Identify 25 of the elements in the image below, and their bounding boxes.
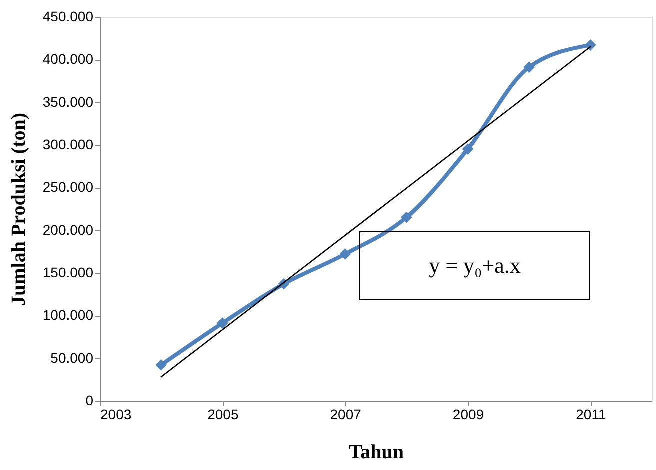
point: [584, 39, 596, 51]
y-tick-label: 450.000: [42, 8, 94, 24]
x-tick-label: 2011: [576, 406, 606, 422]
y-tick-label: 150.000: [42, 264, 94, 280]
point: [216, 318, 228, 330]
y-tick-label: 100.000: [42, 307, 94, 324]
point: [462, 144, 474, 155]
x-tick-label: 2007: [330, 406, 362, 422]
point: [156, 359, 168, 371]
point: [524, 62, 536, 74]
x-tick-label: 2005: [208, 406, 239, 422]
x-tick-label: 2009: [452, 406, 484, 422]
y-tick-label: 200.000: [42, 222, 94, 238]
y-tick-label: 300.000: [42, 136, 94, 152]
point: [340, 248, 352, 260]
y-tick-label: 50.000: [50, 350, 94, 366]
y-tick-label: 250.000: [42, 179, 94, 196]
y-tick-label: 0: [86, 392, 94, 408]
x-tick-label: 2003: [100, 406, 132, 422]
point: [400, 212, 412, 224]
y-tick-label: 350.000: [42, 94, 94, 110]
annotation: y = y₀+a.x: [429, 253, 521, 278]
y-tick-label: 400.000: [42, 51, 94, 68]
y-axis-title: Jumlah Produksi (ton): [8, 112, 30, 306]
x-axis-title: Tahun: [349, 442, 404, 464]
